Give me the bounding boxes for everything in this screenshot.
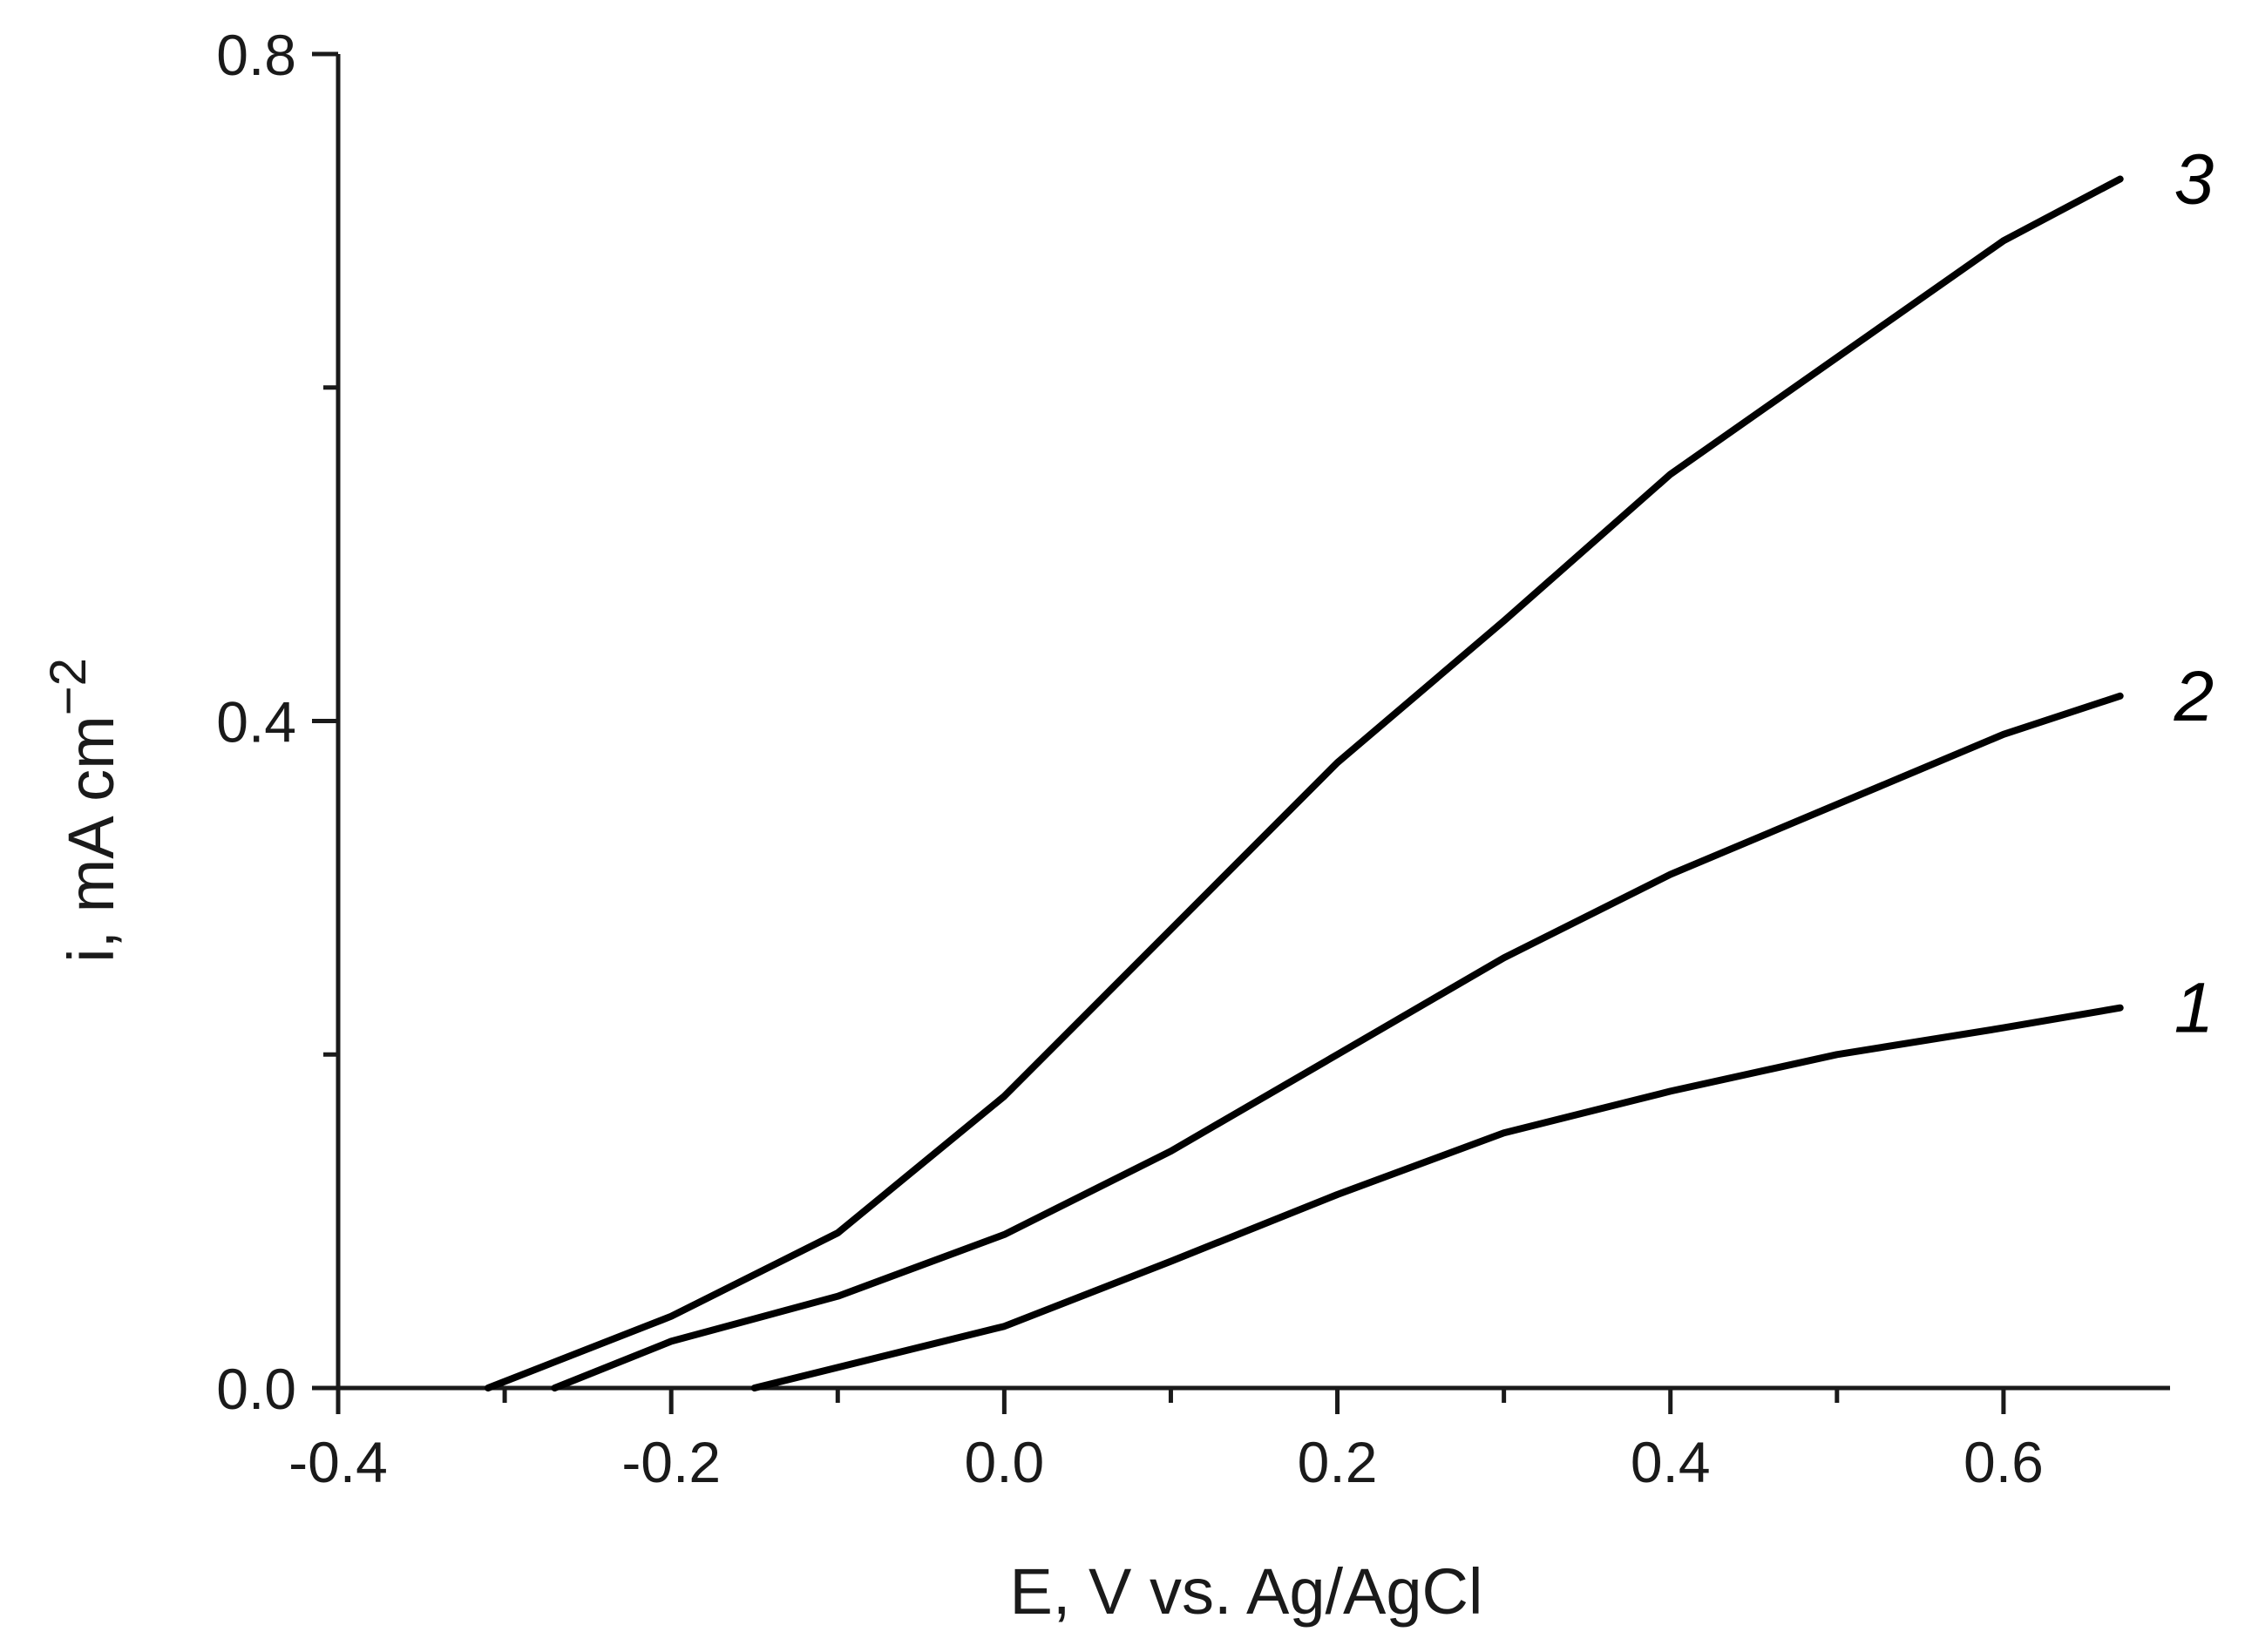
series-1-line [750, 1004, 2124, 1391]
x-tick-label: -0.4 [288, 1430, 388, 1494]
series-group [485, 175, 2124, 1391]
series-1-label: 1 [2174, 969, 2214, 1048]
y-axis-title-group: i, mA cm−2 [40, 658, 127, 963]
series-2-line [551, 692, 2124, 1391]
y-axis-title-main: i, mA cm [55, 715, 127, 963]
y-tick-label: 0.0 [216, 1357, 296, 1421]
ticks [312, 51, 2006, 1414]
y-axis-title: i, mA cm−2 [40, 658, 127, 963]
x-tick-label: 0.4 [1631, 1430, 1711, 1494]
x-tick-label: 0.2 [1298, 1430, 1378, 1494]
x-tick-label: 0.0 [964, 1430, 1044, 1494]
series-labels: 1 2 3 [2174, 140, 2214, 1048]
y-tick-label: 0.4 [216, 690, 296, 755]
x-tick-label: -0.2 [621, 1430, 721, 1494]
x-tick-label: 0.6 [1964, 1430, 2044, 1494]
y-tick-label: 0.8 [216, 23, 296, 87]
series-3-label: 3 [2174, 140, 2214, 220]
series-2-label: 2 [2174, 657, 2214, 736]
tick-labels: -0.4 -0.2 0.0 0.2 0.4 0.6 0.0 0.4 0.8 [216, 23, 2044, 1494]
series-3-line [485, 175, 2124, 1391]
axes [336, 54, 2170, 1391]
y-axis-title-exponent: −2 [40, 658, 97, 715]
x-axis-title: E, V vs. Ag/AgCl [1010, 1555, 1483, 1628]
